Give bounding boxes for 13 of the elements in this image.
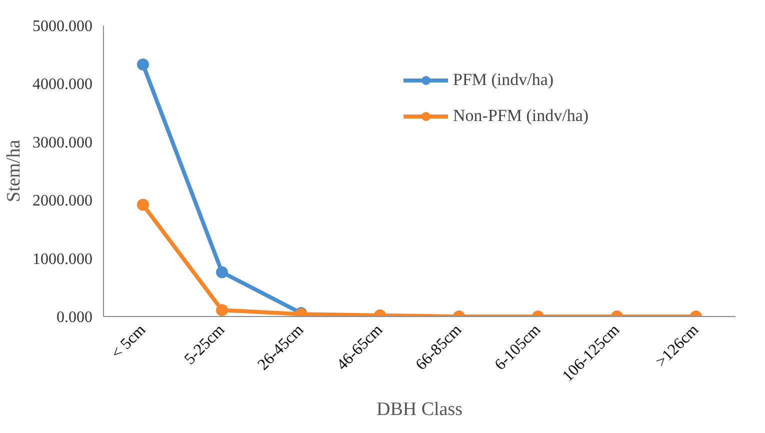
y-tick-label: 1000.000 — [32, 250, 92, 268]
point — [137, 58, 149, 70]
y-tick-label: 3000.000 — [32, 134, 92, 152]
x-axis-title: DBH Class — [376, 399, 463, 420]
point — [137, 198, 149, 211]
x-tick-label: < 5cm — [108, 321, 150, 362]
legend-label: PFM (indv/ha) — [453, 70, 554, 90]
y-tick-label: 0.000 — [56, 309, 92, 326]
legend-label: Non-PFM (indv/ha) — [453, 106, 589, 126]
y-tick-label: 2000.000 — [32, 192, 92, 210]
y-axis-title: Stem/ha — [4, 139, 24, 202]
y-tick-label: 4000.000 — [32, 76, 92, 94]
y-tick-label: 5000.000 — [32, 18, 92, 35]
